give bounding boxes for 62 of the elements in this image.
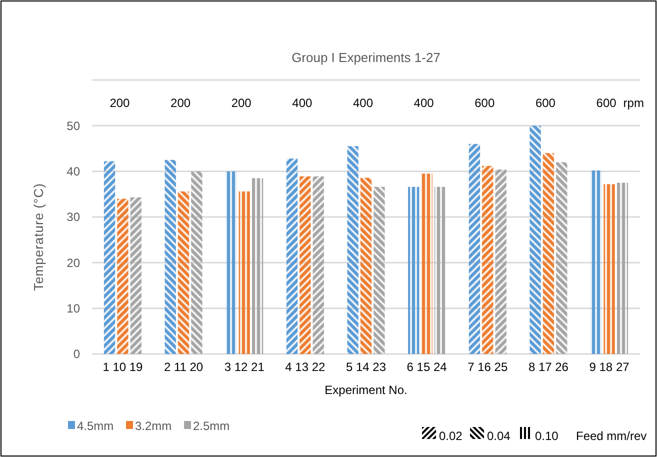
y-tick-label: 20: [66, 256, 80, 270]
legend-label: 3.2mm: [135, 419, 172, 433]
bar: [616, 182, 628, 354]
annotation: 200: [110, 96, 130, 110]
bar: [590, 170, 602, 354]
bar: [542, 153, 554, 354]
y-tick-label: 50: [66, 118, 80, 133]
bar: [374, 186, 385, 354]
x-tick-label: 1 10 19: [102, 360, 144, 374]
x-axis-title: Experiment No.: [324, 383, 408, 397]
annotation: rpm: [623, 96, 644, 110]
annotation: 200: [231, 96, 252, 110]
text: 0.02: [439, 429, 463, 443]
bar: [434, 186, 446, 354]
text: Feed mm/rev: [576, 429, 647, 443]
bar: [286, 158, 298, 354]
bar: [360, 178, 372, 354]
annotation: 400: [414, 96, 434, 110]
bar: [104, 161, 116, 354]
text: 0.10: [535, 429, 559, 443]
bar: [495, 170, 506, 354]
bar: [312, 176, 324, 354]
x-tick-label: 6 15 24: [406, 360, 448, 374]
bar: [604, 184, 615, 354]
y-tick-label: 30: [66, 210, 80, 224]
bar: [252, 178, 264, 354]
x-tick-label: 2 11 20: [164, 360, 204, 374]
annotation: 200: [170, 96, 191, 110]
bar: [556, 162, 568, 354]
y-tick-label: 0: [73, 347, 80, 362]
annotation: 400: [292, 96, 313, 110]
bar: [164, 160, 176, 354]
bar: [191, 171, 202, 354]
y-axis-title: Temperature (°C): [31, 183, 46, 291]
x-tick-label: 7 16 25: [468, 360, 508, 374]
legend-label: 2.5mm: [193, 419, 230, 433]
y-tick-label: 10: [66, 302, 80, 316]
bar: [421, 174, 432, 354]
bar: [130, 197, 142, 354]
bar: [408, 186, 420, 354]
bar: [347, 146, 358, 354]
bar: [226, 171, 237, 354]
annotation: 600: [596, 96, 617, 110]
bar: [178, 191, 190, 354]
chart-title: Group I Experiments 1-27: [292, 50, 440, 65]
x-tick-label: 8 17 26: [528, 360, 569, 374]
x-tick-label: 3 12 21: [224, 360, 265, 374]
legend-label: 4.5mm: [77, 419, 114, 433]
annotation: 600: [535, 96, 556, 110]
y-tick-label: 40: [66, 164, 80, 179]
bar: [468, 144, 480, 354]
bar: [530, 126, 541, 354]
text: 0.04: [487, 429, 511, 443]
bar: [300, 176, 311, 354]
bar: [482, 166, 494, 354]
x-tick-label: 5 14 23: [346, 360, 386, 374]
bar: [117, 198, 128, 354]
annotation: 600: [474, 96, 495, 110]
x-tick-label: 4 13 22: [285, 360, 326, 374]
x-tick-label: 9 18 27: [589, 360, 630, 374]
annotation: 400: [352, 96, 374, 110]
bar: [238, 191, 250, 354]
